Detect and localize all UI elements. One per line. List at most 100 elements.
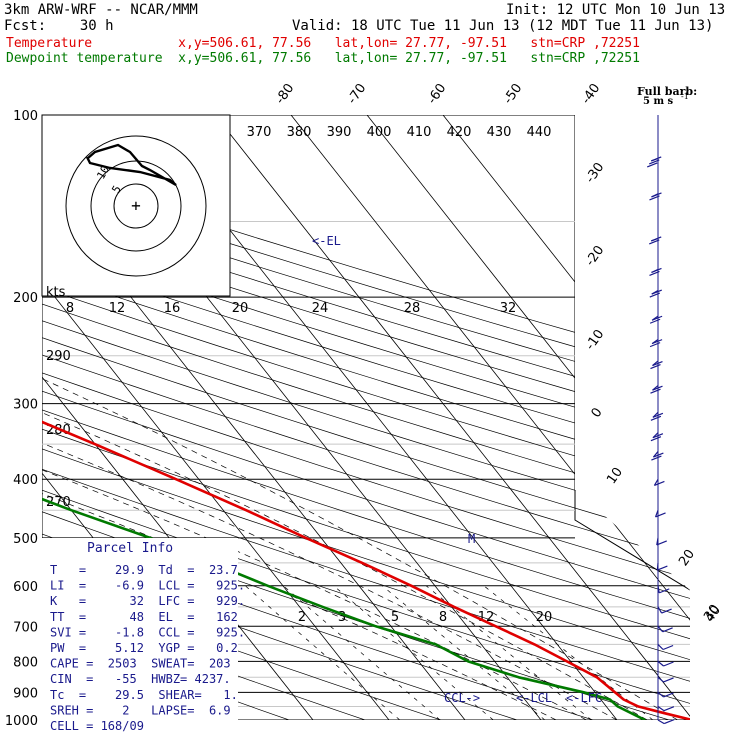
dry-adiabat (42, 115, 442, 720)
chart-annotations: <-EL CCL-> <-LCL <-LFC M (312, 234, 602, 705)
aux-label: 270 (46, 495, 71, 510)
wind-barb-staff (653, 478, 659, 486)
wind-barb (649, 289, 662, 298)
wind-barb (657, 676, 674, 683)
hodograph-units: kts (46, 285, 66, 300)
wind-barb-flag (663, 661, 674, 667)
wind-barb-flag (649, 318, 661, 324)
parcel-info-box: Parcel Info T = 29.9 Td = 23.7 LI = -6.9 L… (42, 538, 245, 733)
hodograph-ring (90, 160, 182, 252)
wind-barb (656, 562, 668, 571)
wind-barb-flag (654, 480, 665, 487)
parcel-info-line: T = 29.9 Td = 23.7 (50, 563, 238, 577)
dry-adiabat (42, 115, 690, 720)
temperature-tick-label: -40 (579, 81, 603, 107)
moist-adiabat (42, 296, 618, 720)
moist-adiabat (42, 296, 648, 720)
dewpoint-profile (42, 115, 646, 720)
wind-barb (650, 360, 663, 370)
dry-adiabat (42, 115, 690, 720)
forecast-hour: Fcst: 30 h (4, 18, 114, 34)
isotherm-line (0, 115, 9, 720)
wind-barb (650, 385, 663, 394)
wind-barb-flag (651, 339, 663, 345)
temperature-tick-label: -30 (583, 160, 607, 186)
frame-right (574, 115, 690, 591)
wind-barb (657, 625, 673, 633)
pressure-label: 300 (13, 398, 38, 413)
wind-barb-staff (657, 719, 665, 725)
theta-label: 370 (247, 125, 272, 140)
wind-barb (657, 585, 670, 594)
wind-barb-staff (657, 625, 664, 633)
hodograph-frame (41, 114, 231, 297)
moist-adiabat (42, 296, 587, 720)
theta-label: 380 (287, 125, 312, 140)
init-time: Init: 12 UTC Mon 10 Jun 13 (506, 2, 726, 18)
wind-barb-flag (659, 588, 670, 594)
wind-barb (657, 691, 674, 698)
dry-adiabat (42, 115, 690, 720)
wind-barb-flag (649, 342, 661, 348)
temperature-tick-label: -10 (583, 327, 607, 353)
wind-barb-staff (657, 643, 664, 650)
wind-barb-flag (649, 239, 660, 245)
pressure-label: 100 (13, 109, 38, 124)
wind-barb-flag (652, 412, 664, 418)
dry-adiabat (42, 115, 690, 720)
chart-series (42, 115, 690, 720)
wind-barb (656, 537, 667, 546)
pressure-label: 1000 (5, 714, 38, 729)
wind-barb-staff (657, 676, 664, 683)
hodograph-scale-label: 32 (500, 301, 517, 316)
wind-barb-staff (657, 691, 664, 698)
hodograph-scale-label: 20 (232, 301, 249, 316)
hodograph-scale-label: 24 (312, 301, 329, 316)
dry-adiabat (42, 115, 366, 720)
barb-legend-title: Full barb: (637, 85, 697, 98)
wind-barb-flag (651, 455, 662, 461)
wind-barb-flag (651, 236, 662, 242)
pressure-label: 900 (13, 686, 38, 701)
wind-barb-flag (656, 540, 667, 546)
wind-barb-staff (656, 562, 659, 571)
barb-legend-superscript: -1 (681, 92, 689, 101)
wind-barb-flag (651, 156, 662, 162)
wind-barb (651, 451, 664, 461)
wind-barb-staff (657, 660, 664, 667)
parcel-info-line: SVI = -1.8 CCL = 925. (50, 625, 245, 639)
wind-barbs: Full barb:5 m s -1 (637, 85, 697, 725)
pressure-label: 400 (13, 473, 38, 488)
annotation-marker: M (468, 532, 475, 546)
annotation-label: CCL-> (444, 691, 480, 705)
dry-adiabat (42, 115, 690, 720)
isotherm-line (214, 115, 690, 720)
dry-adiabat (42, 115, 690, 720)
wind-barb-staff (654, 509, 659, 518)
wind-barb-flag (662, 644, 674, 651)
theta-label: 410 (407, 125, 432, 140)
wind-barb-staff (656, 537, 659, 546)
parcel-info-line: Tc = 29.5 SHEAR= 1. (50, 688, 238, 702)
wind-barb-flag (653, 452, 664, 458)
wind-barb-flag (663, 692, 674, 698)
dry-adiabat (42, 115, 690, 720)
temperature-tick-label: -60 (425, 81, 449, 107)
isotherm-line (366, 115, 690, 720)
parcel-info-title: Parcel Info (87, 541, 173, 556)
dry-adiabat (42, 115, 690, 720)
mixing-ratio-label: 8 (439, 610, 447, 625)
theta-label: 390 (327, 125, 352, 140)
temperature-profile (42, 115, 690, 720)
temperature-legend-row: Temperature x,y=506.61, 77.56 lat,lon= 2… (6, 36, 640, 51)
wind-barb-flag (647, 162, 658, 168)
mixing-ratio-label: 3 (338, 610, 346, 625)
hodograph-center: + (131, 196, 141, 215)
parcel-info-line: K = 32 LFC = 929. (50, 594, 245, 608)
parcel-info-background (42, 538, 238, 720)
wind-barb-flag (650, 436, 662, 442)
annotation-label: <-EL (312, 234, 341, 248)
wind-barb-flag (662, 627, 673, 633)
